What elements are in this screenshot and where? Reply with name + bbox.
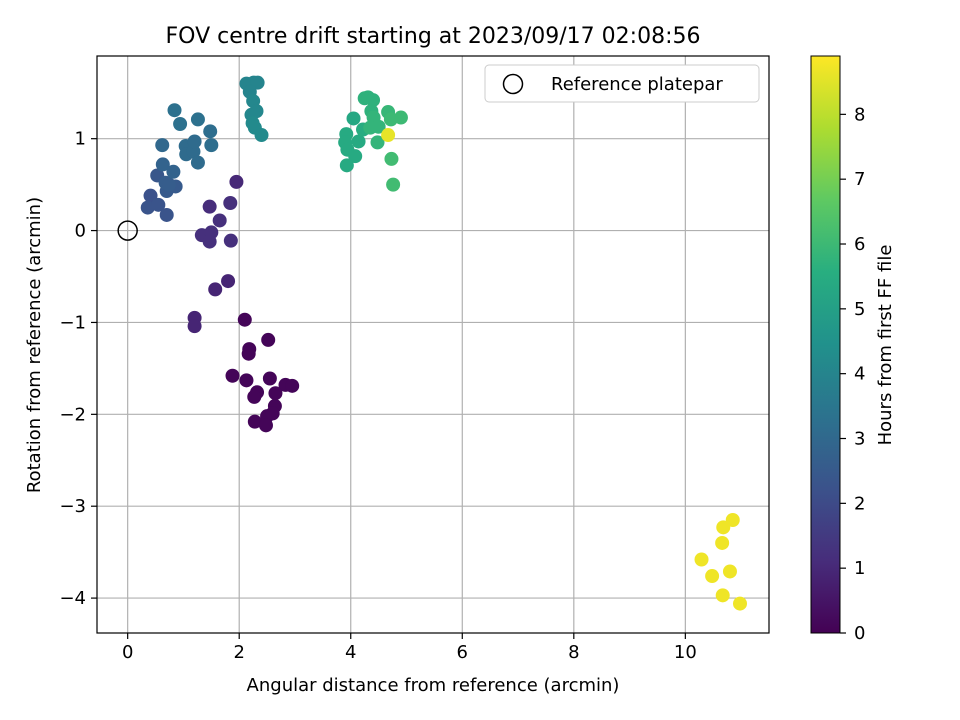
data-point [204,138,219,153]
data-points [140,75,748,611]
data-point [384,151,399,166]
data-point [143,188,158,203]
data-point [140,200,155,215]
data-point [716,520,731,535]
colorbar-tick-label: 1 [854,558,865,579]
y-tick-label: −3 [59,496,86,517]
x-tick-label: 0 [122,642,133,663]
legend-entry: Reference platepar [551,74,723,95]
data-point [725,512,740,527]
data-point [348,149,363,164]
data-point [223,233,238,248]
data-point [261,332,276,347]
data-point [237,312,252,327]
data-point [202,234,217,249]
data-point [351,134,366,149]
data-point [247,414,262,429]
data-point [339,158,354,173]
chart-title: FOV centre drift starting at 2023/09/17 … [166,24,701,49]
x-tick-label: 2 [233,642,244,663]
plot-frame [96,55,770,634]
y-tick-label: −4 [59,588,86,609]
data-point [705,569,720,584]
data-point [249,104,264,119]
y-tick-label: 1 [75,129,86,150]
data-point [241,346,256,361]
data-point [167,103,182,118]
legend: Reference platepar [484,64,760,103]
y-axis-ticks: 1 0 −1 −2 −3 −4 [59,129,97,609]
data-point [208,282,223,297]
reference-point [117,220,138,241]
data-point [151,197,166,212]
data-point [155,157,170,172]
y-tick-label: −2 [59,404,86,425]
data-point [159,207,174,222]
data-point [694,552,709,567]
legend-marker [502,73,524,95]
data-point [722,564,737,579]
data-point [225,368,240,383]
data-point [285,378,300,393]
data-point [223,196,238,211]
x-axis-ticks: 0 2 4 6 8 10 [122,633,697,663]
data-point [190,155,205,170]
x-tick-label: 10 [674,642,697,663]
data-point [155,138,170,153]
data-point [203,124,218,139]
data-point [366,93,381,108]
data-point [239,373,254,388]
colorbar [810,55,841,634]
data-point [371,119,386,134]
data-point [254,128,269,143]
colorbar-tick-label: 6 [854,234,865,255]
data-point [262,371,277,386]
y-tick-label: 0 [75,221,86,242]
data-point [161,177,176,192]
data-point [265,406,280,421]
x-tick-label: 4 [345,642,356,663]
colorbar-tick-label: 8 [854,104,865,125]
colorbar-ticks: 0 1 2 3 4 5 6 7 8 [840,104,865,644]
data-point [386,177,401,192]
data-point [258,418,273,433]
data-point [186,144,201,159]
data-point [715,588,730,603]
data-point [370,135,385,150]
data-point [212,213,227,228]
x-axis-label: Angular distance from reference (arcmin) [247,675,620,696]
data-point [166,164,181,179]
data-point [173,116,188,131]
data-point [247,389,262,404]
data-point [250,75,265,90]
data-point [381,128,396,143]
data-point [715,535,730,550]
reference-marker [117,220,138,241]
x-tick-label: 8 [568,642,579,663]
data-point [268,386,283,401]
data-point [221,274,236,289]
colorbar-tick-label: 5 [854,299,865,320]
data-point [229,174,244,189]
data-point [187,134,202,149]
data-point [190,112,205,127]
colorbar-tick-label: 2 [854,493,865,514]
data-point [733,596,748,611]
data-point [202,199,217,214]
data-point [187,319,202,334]
data-point [346,111,361,126]
colorbar-tick-label: 3 [854,429,865,450]
colorbar-label: Hours from first FF file [875,245,896,446]
x-tick-label: 6 [457,642,468,663]
colorbar-tick-label: 4 [854,364,865,385]
colorbar-tick-label: 0 [854,623,865,644]
y-tick-label: −1 [59,312,86,333]
data-point [393,110,408,125]
legend-box [484,64,760,103]
y-axis-label: Rotation from reference (arcmin) [24,197,45,493]
colorbar-tick-label: 7 [854,169,865,190]
